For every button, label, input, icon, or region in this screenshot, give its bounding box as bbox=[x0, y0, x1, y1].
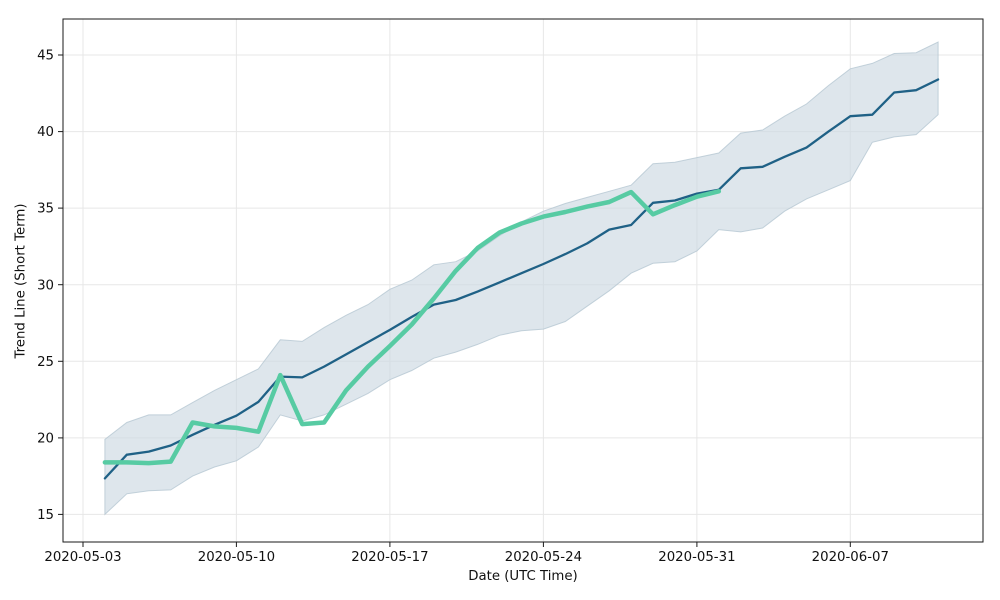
y-axis-title: Trend Line (Short Term) bbox=[13, 203, 29, 359]
x-tick-label: 2020-05-24 bbox=[505, 550, 582, 565]
y-tick-label: 45 bbox=[37, 49, 54, 64]
y-tick-label: 35 bbox=[37, 202, 54, 217]
trend_line bbox=[103, 78, 940, 480]
axis-ticks: 2020-05-03 2020-05-10 2020-05-17 2020-05-24… bbox=[37, 49, 889, 565]
y-tick-label: 30 bbox=[37, 278, 54, 293]
y-tick-label: 20 bbox=[37, 432, 54, 447]
x-tick-label: 2020-05-31 bbox=[658, 550, 735, 565]
x-tick-label: 2020-05-17 bbox=[351, 550, 428, 565]
x-tick-label: 2020-06-07 bbox=[812, 550, 889, 565]
y-tick-label: 25 bbox=[37, 355, 54, 370]
x-axis-title: Date (UTC Time) bbox=[468, 569, 578, 584]
y-tick-label: 40 bbox=[37, 125, 54, 140]
plot-border bbox=[62, 18, 984, 543]
x-tick-label: 2020-05-10 bbox=[198, 550, 275, 565]
confidence-band bbox=[104, 41, 939, 516]
price_line bbox=[102, 189, 722, 466]
x-tick-label: 2020-05-03 bbox=[44, 550, 121, 565]
y-tick-label: 15 bbox=[37, 508, 54, 523]
